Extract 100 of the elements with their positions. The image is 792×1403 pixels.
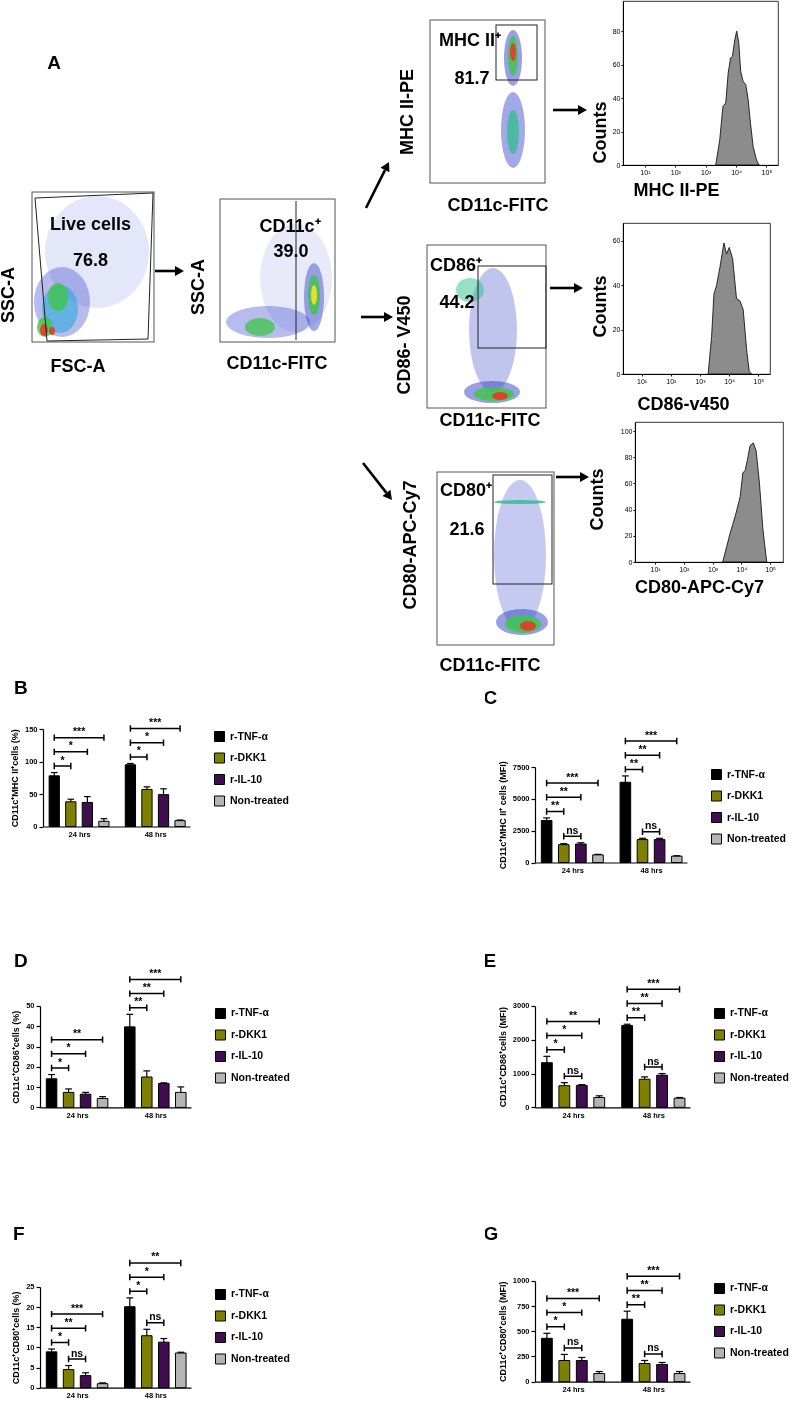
annotation: ns [566,1336,580,1348]
annotation: ns [566,823,579,836]
annotation: * [553,1315,559,1326]
legend-label: Non-treated [730,1072,789,1084]
legend-label: r-TNF-α [231,1288,270,1300]
text: * [144,1265,150,1277]
legend-label: r-DKK1 [727,788,764,801]
legend-label: r-IL-10 [727,810,760,822]
chart-title: G [483,1222,499,1244]
legend-label: r-TNF-α [730,1282,769,1294]
text: CD11c-FITC [226,353,328,373]
y-axis-title: CD11c⁺CD86⁺cells (%) [11,1010,22,1104]
text: *** [149,716,163,729]
text: MHC II-PE [397,68,417,156]
text: 21.6 [449,519,485,539]
y-axis-title: Counts [586,468,607,531]
text: 76.8 [72,249,109,270]
annotation: * [136,744,142,757]
annotation: * [562,1024,568,1036]
text: ** [640,992,650,1004]
annotation: ** [551,798,561,811]
text: MHC II⁺ [439,30,501,50]
text: CD86⁺ [429,255,483,275]
annotation: ns [644,818,658,831]
annotation: *** [566,1286,581,1298]
text: CD11c-FITC [447,195,549,215]
x-axis-title: CD86-v450 [637,393,730,414]
legend-label: r-TNF-α [730,1007,769,1019]
y-axis-title: CD11c⁺MHC II⁺cells (%) [9,729,20,828]
text: CD80⁺ [439,480,493,500]
x-axis-title: MHC II-PE [633,179,720,200]
text: SSC-A [0,266,18,324]
text: CD11c⁺ [259,215,321,236]
annotation: * [58,1056,64,1068]
annotation: * [553,1038,559,1050]
legend-label: r-IL-10 [730,1050,763,1062]
text: CD11c-FITC [439,410,541,430]
annotation: ** [134,996,144,1008]
annotation: * [60,753,66,766]
legend-label: r-IL-10 [230,772,263,785]
text: *** [644,728,659,741]
annotation: * [58,1330,64,1342]
annotation: ** [629,756,639,769]
annotation: * [68,739,74,752]
legend-label: Non-treated [231,1071,290,1083]
legend-label: r-DKK1 [231,1309,268,1321]
text: 81.7 [454,68,490,88]
chart-title: D [14,950,28,971]
legend-label: Non-treated [230,794,289,806]
annotation: ** [631,1292,641,1304]
annotation: *** [72,725,87,738]
text: CD80-APC-Cy7 [400,480,420,610]
x-axis-title: CD80-APC-Cy7 [634,576,765,597]
annotation: * [144,730,150,743]
chart-title: B [14,677,28,698]
legend-label: r-TNF-α [230,729,269,742]
y-axis-title: CD11c⁺MHC II⁺ cells (MFI) [497,760,508,869]
legend-label: r-IL-10 [231,1331,264,1343]
y-axis-title: CD11c⁺CD80⁺cells (%) [11,1290,22,1384]
annotation: *** [566,770,580,783]
annotation: * [66,1042,72,1054]
chart-title: C [483,686,498,707]
annotation: ** [640,1278,650,1290]
text: FSC-A [50,356,106,376]
text: CD86- V450 [394,295,414,395]
annotation: * [562,1300,568,1312]
annotation: ** [64,1316,74,1328]
legend-label: r-IL-10 [231,1050,264,1062]
text: ** [151,1251,161,1263]
legend-label: r-TNF-α [727,767,766,779]
legend-label: r-DKK1 [231,1028,268,1040]
legend-label: r-DKK1 [230,751,267,763]
annotation: ns [70,1347,84,1359]
y-axis-title: Counts [589,101,610,164]
legend-label: r-DKK1 [730,1303,767,1315]
text: 39.0 [273,240,309,261]
annotation: ** [559,784,569,797]
text: *** [647,977,661,989]
chart-title: E [483,949,497,971]
annotation: * [136,1279,142,1291]
text: ** [142,982,152,994]
annotation: ** [631,1006,641,1018]
legend-label: Non-treated [730,1346,789,1358]
annotation: ns [647,1342,660,1354]
text: 44.2 [439,292,475,312]
annotation: *** [70,1302,85,1314]
text: *** [149,967,163,979]
annotation: ns [149,1310,162,1322]
y-axis-title: CD11c⁺CD80⁺cells (MFI) [497,1281,508,1382]
text: Live cells [49,213,132,234]
annotation: ** [568,1010,579,1021]
legend-label: r-TNF-α [231,1007,270,1019]
annotation: ** [72,1028,83,1040]
legend-label: Non-treated [231,1352,290,1364]
text: *** [647,1264,661,1276]
annotation: ns [566,1064,580,1076]
legend-label: r-IL-10 [730,1325,763,1337]
y-axis-title: CD11c⁺CD86⁺cells (MFI) [497,1007,508,1108]
text: A [47,51,62,73]
legend-label: r-DKK1 [730,1029,767,1041]
